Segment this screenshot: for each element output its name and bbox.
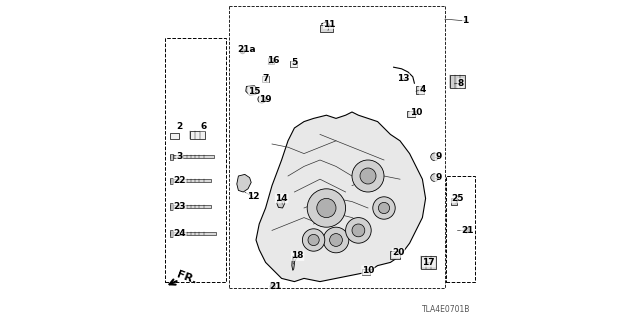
Text: 25: 25: [451, 194, 464, 203]
Text: 22: 22: [173, 176, 186, 185]
Bar: [170, 179, 211, 182]
Circle shape: [258, 95, 266, 103]
Bar: [170, 133, 179, 139]
Circle shape: [352, 160, 384, 192]
Polygon shape: [277, 199, 285, 208]
Text: 13: 13: [397, 74, 410, 83]
Circle shape: [372, 197, 396, 219]
Circle shape: [317, 198, 336, 218]
Bar: [416, 86, 424, 94]
Text: 18: 18: [291, 252, 304, 260]
Text: 16: 16: [268, 56, 280, 65]
Bar: [170, 205, 211, 208]
Text: 2: 2: [177, 122, 183, 131]
Bar: [170, 178, 173, 184]
Circle shape: [346, 218, 371, 243]
Text: 20: 20: [392, 248, 404, 257]
Text: FR.: FR.: [175, 269, 198, 286]
Circle shape: [323, 227, 349, 253]
Text: 21: 21: [461, 226, 474, 235]
Text: 24: 24: [173, 229, 186, 238]
Bar: [447, 176, 475, 282]
Text: 9: 9: [435, 152, 442, 161]
Circle shape: [240, 49, 245, 54]
Circle shape: [270, 284, 275, 289]
Circle shape: [308, 234, 319, 246]
Bar: [290, 61, 297, 67]
Bar: [170, 230, 173, 237]
Bar: [170, 155, 214, 158]
Circle shape: [464, 228, 469, 233]
Text: TLA4E0701B: TLA4E0701B: [422, 305, 470, 314]
Polygon shape: [292, 256, 294, 270]
Circle shape: [431, 153, 438, 161]
Circle shape: [307, 189, 346, 227]
Bar: [320, 25, 333, 32]
Text: 19: 19: [259, 95, 272, 104]
Bar: [408, 111, 415, 117]
Text: 5: 5: [291, 58, 298, 67]
Text: 15: 15: [248, 87, 260, 96]
Text: 21a: 21a: [237, 45, 256, 54]
Circle shape: [431, 174, 438, 181]
Text: 23: 23: [173, 202, 186, 211]
Text: 21: 21: [269, 282, 282, 291]
Circle shape: [352, 224, 365, 237]
Bar: [170, 203, 173, 210]
Text: 4: 4: [419, 85, 426, 94]
Circle shape: [330, 234, 342, 246]
Polygon shape: [256, 112, 426, 282]
Circle shape: [303, 229, 325, 251]
Circle shape: [378, 203, 390, 214]
Bar: [451, 198, 457, 205]
Bar: [170, 232, 216, 235]
Text: 9: 9: [435, 173, 442, 182]
Bar: [191, 131, 205, 139]
Text: 12: 12: [246, 192, 259, 201]
Bar: [165, 38, 226, 282]
Text: 17: 17: [422, 258, 435, 267]
Bar: [268, 58, 274, 64]
Text: 7: 7: [262, 74, 269, 83]
Text: 3: 3: [177, 152, 183, 161]
Text: 11: 11: [323, 20, 336, 28]
Text: 8: 8: [458, 79, 464, 88]
Bar: [362, 269, 370, 275]
Bar: [390, 251, 400, 259]
Polygon shape: [237, 174, 251, 192]
Polygon shape: [246, 86, 258, 95]
Text: 14: 14: [275, 194, 288, 203]
Text: 10: 10: [410, 108, 422, 116]
Bar: [170, 154, 173, 160]
Bar: [421, 256, 436, 269]
Circle shape: [360, 168, 376, 184]
Bar: [262, 76, 269, 82]
Text: 10: 10: [362, 266, 374, 275]
Text: 1: 1: [463, 16, 468, 25]
Text: 6: 6: [200, 122, 206, 131]
Bar: [450, 75, 465, 88]
